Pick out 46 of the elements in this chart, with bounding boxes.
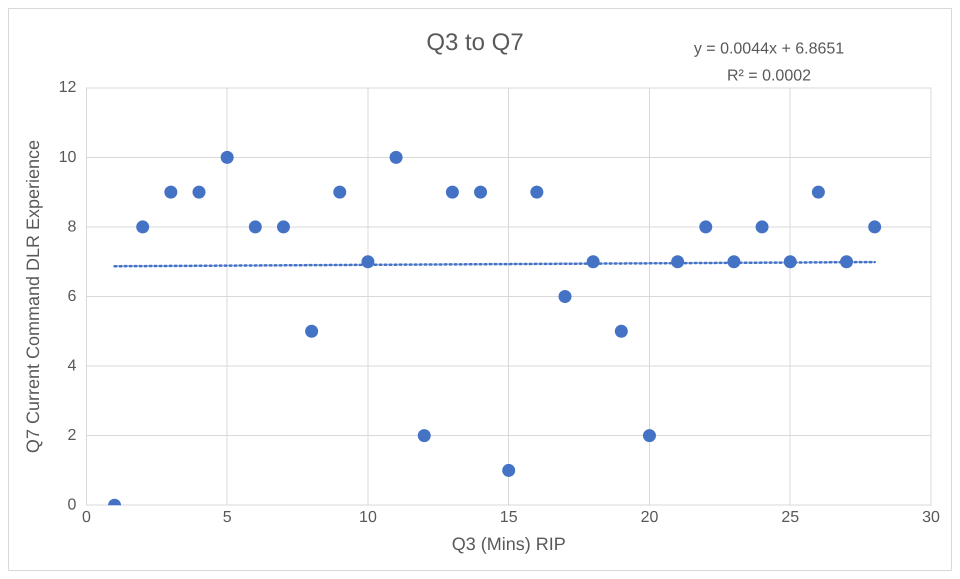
point [642,429,656,442]
x-tick-label: 20 [640,509,658,526]
point [840,255,854,268]
point [756,220,769,234]
point [784,255,797,268]
x-tick-label: 10 [359,509,377,526]
point [614,324,628,338]
point [390,150,403,164]
x-tick-label: 15 [500,509,518,526]
point [868,220,882,234]
point [812,186,825,199]
y-axis-title: Q7 Current Command DLR Experience [22,140,43,454]
point [333,186,346,199]
text: y = 0.0044x + 6.8651 [694,40,844,58]
point [305,324,318,338]
point [671,255,684,268]
chart-title: Q3 to Q7 [426,29,524,56]
point [727,255,740,268]
point [192,186,206,199]
point [418,429,431,442]
y-tick-label: 8 [67,218,76,236]
point [502,464,516,477]
point [248,220,262,234]
point [361,255,374,268]
point [699,220,712,234]
point [276,220,290,234]
point [220,150,234,164]
x-tick-label: 0 [82,509,91,526]
point [530,186,544,199]
y-tick-label: 2 [67,427,76,444]
point [164,186,178,199]
point [558,290,572,303]
y-tick-label: 12 [58,79,76,96]
x-axis-title: Q3 (Mins) RIP [452,534,566,554]
point [586,255,600,268]
point [136,220,150,234]
x-tick-label: 30 [922,509,940,526]
y-tick-label: 10 [58,148,76,166]
y-tick-label: 6 [67,288,76,305]
point [474,186,488,199]
x-tick-label: 5 [222,509,232,526]
point [446,186,459,199]
y-tick-label: 0 [67,496,76,514]
text: R² = 0.0002 [726,67,812,84]
x-tick-label: 25 [781,509,800,526]
y-tick-label: 4 [67,357,76,374]
